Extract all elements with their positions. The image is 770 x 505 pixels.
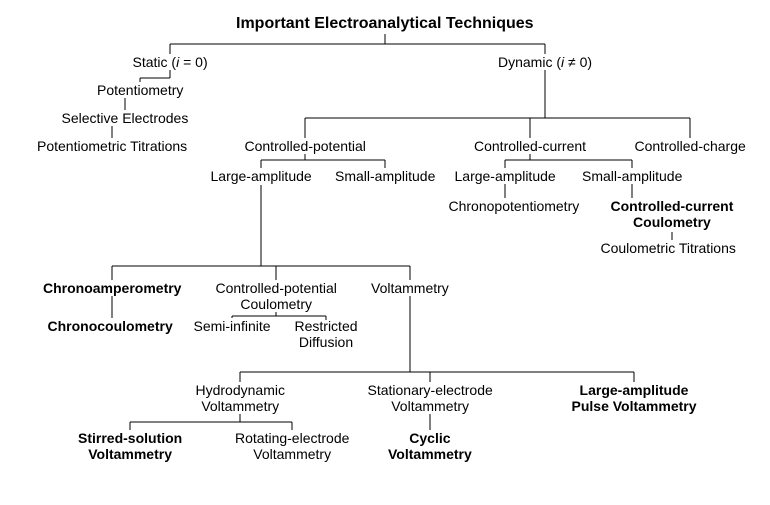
node-cp_large: Large-amplitude bbox=[211, 168, 312, 184]
node-semiinf: Semi-infinite bbox=[194, 318, 271, 334]
node-ctrlcur: Controlled-current bbox=[474, 138, 586, 154]
node-selective: Selective Electrodes bbox=[62, 110, 189, 126]
tree-diagram: Important Electroanalytical Techniques St… bbox=[0, 0, 770, 505]
node-ctrlpot: Controlled-potential bbox=[245, 138, 366, 154]
node-volt: Voltammetry bbox=[371, 280, 449, 296]
node-chronoamp: Chronoamperometry bbox=[43, 280, 181, 296]
node-cc_large: Large-amplitude bbox=[455, 168, 556, 184]
node-hydrovolt: Hydrodynamic Voltammetry bbox=[196, 382, 285, 414]
node-stirred: Stirred-solution Voltammetry bbox=[78, 430, 182, 462]
node-title: Important Electroanalytical Techniques bbox=[236, 15, 534, 33]
node-cpcoul: Controlled-potential Coulometry bbox=[216, 280, 337, 312]
node-ctrlcurcoul: Controlled-current Coulometry bbox=[611, 198, 734, 230]
node-static: Static (i = 0) bbox=[133, 54, 208, 70]
node-coultit: Coulometric Titrations bbox=[601, 240, 736, 256]
node-restricted: Restricted Diffusion bbox=[295, 318, 358, 350]
node-ctrlchg: Controlled-charge bbox=[635, 138, 746, 154]
node-pottitr: Potentiometric Titrations bbox=[37, 138, 187, 154]
node-chronocoul: Chronocoulometry bbox=[48, 318, 173, 334]
node-chronopot: Chronopotentiometry bbox=[449, 198, 580, 214]
node-lapv: Large-amplitude Pulse Voltammetry bbox=[572, 382, 697, 414]
node-cc_small: Small-amplitude bbox=[582, 168, 682, 184]
node-dynamic: Dynamic (i ≠ 0) bbox=[498, 54, 592, 70]
node-cyclic: Cyclic Voltammetry bbox=[388, 430, 472, 462]
node-potentiometry: Potentiometry bbox=[97, 82, 183, 98]
node-rotating: Rotating-electrode Voltammetry bbox=[235, 430, 349, 462]
node-statelec: Stationary-electrode Voltammetry bbox=[368, 382, 493, 414]
node-cp_small: Small-amplitude bbox=[335, 168, 435, 184]
